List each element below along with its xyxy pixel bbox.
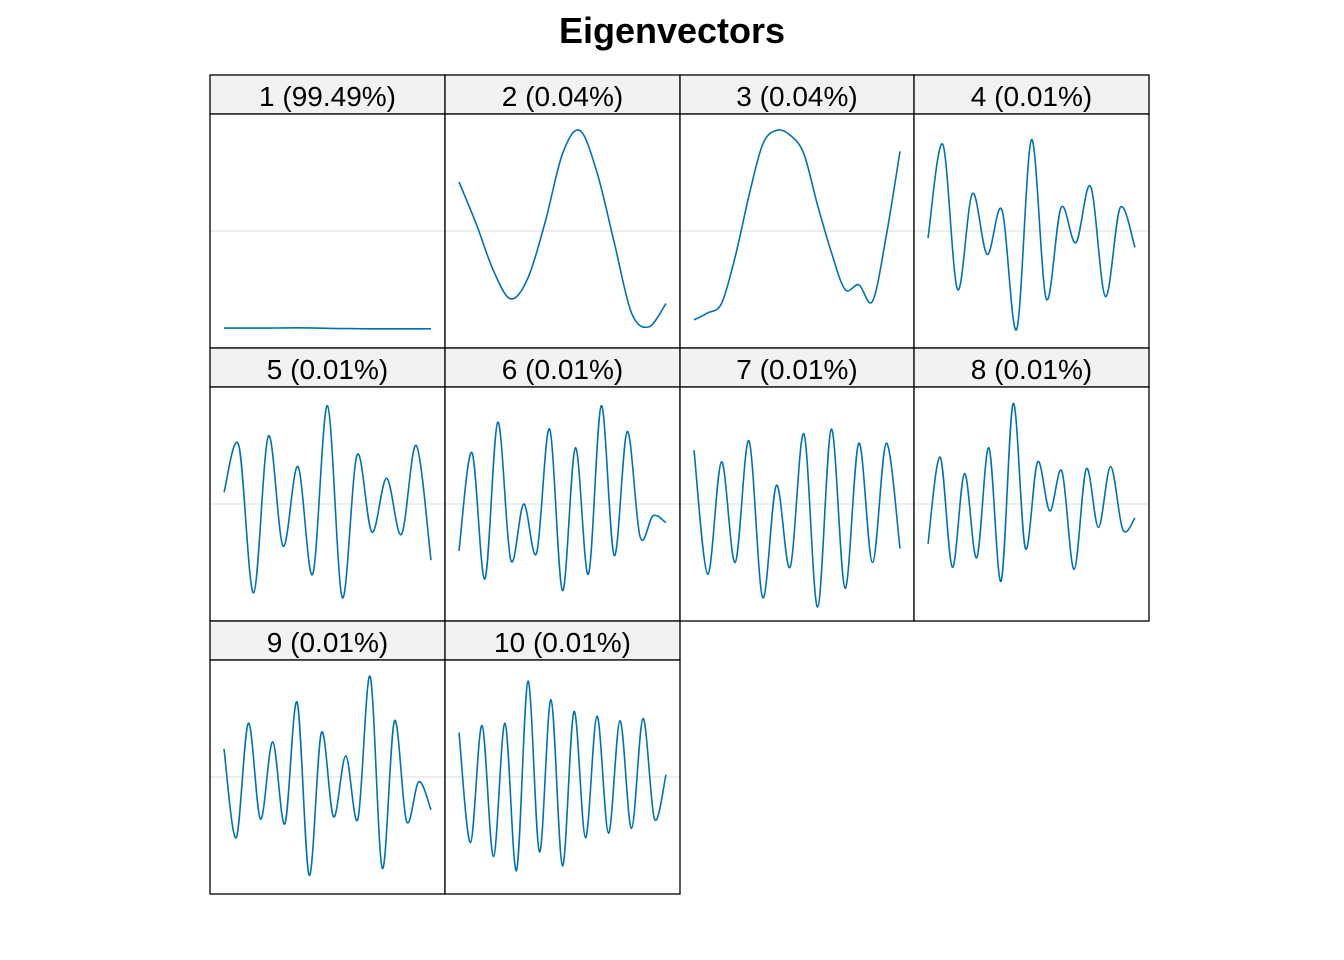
series-line-5 — [223, 404, 432, 599]
facet-label-6: 6 (0.01%) — [502, 354, 623, 385]
facet-label-4: 4 (0.01%) — [971, 81, 1092, 112]
facet-label-9: 9 (0.01%) — [267, 627, 388, 658]
facet-label-1: 1 (99.49%) — [259, 81, 396, 112]
series-line-2 — [458, 129, 667, 329]
facet-border-8 — [913, 386, 1150, 622]
facet-strip-8 — [913, 347, 1150, 388]
facet-border-10 — [444, 659, 681, 895]
facet-strip-1 — [209, 74, 446, 115]
series-line-4 — [927, 138, 1136, 331]
facet-label-3: 3 (0.04%) — [736, 81, 857, 112]
series-line-9 — [223, 675, 432, 877]
facet-strip-6 — [444, 347, 681, 388]
facet-label-10: 10 (0.01%) — [494, 627, 631, 658]
facet-label-8: 8 (0.01%) — [971, 354, 1092, 385]
facet-label-5: 5 (0.01%) — [267, 354, 388, 385]
series-line-6 — [458, 404, 667, 592]
facet-strip-5 — [209, 347, 446, 388]
facet-label-7: 7 (0.01%) — [736, 354, 857, 385]
series-line-3 — [693, 129, 901, 321]
facet-label-2: 2 (0.04%) — [502, 81, 623, 112]
series-line-10 — [458, 680, 667, 872]
facet-strip-2 — [444, 74, 681, 115]
facet-strip-4 — [913, 74, 1150, 115]
facet-strip-7 — [679, 347, 915, 388]
chart-title: Eigenvectors — [558, 10, 786, 51]
series-line-8 — [927, 402, 1136, 583]
series-line-1 — [224, 327, 432, 330]
facet-strip-3 — [679, 74, 915, 115]
series-line-7 — [693, 428, 901, 608]
